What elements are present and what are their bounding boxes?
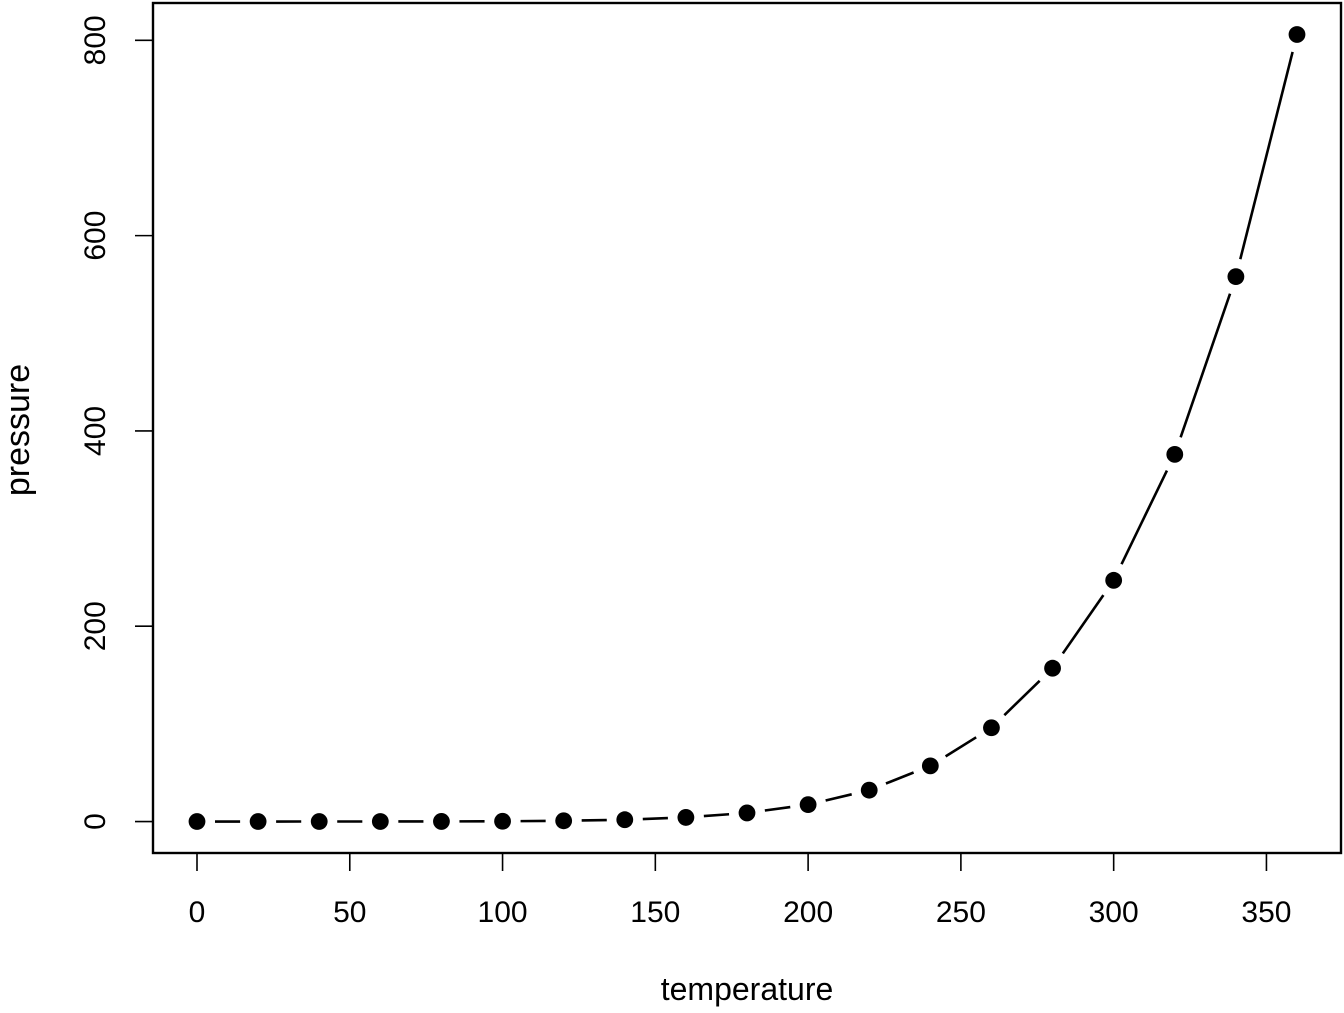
svg-text:pressure: pressure — [0, 364, 37, 496]
svg-text:0: 0 — [189, 896, 206, 929]
svg-text:600: 600 — [79, 211, 112, 261]
svg-text:0: 0 — [79, 813, 112, 830]
svg-text:400: 400 — [79, 406, 112, 456]
svg-text:temperature: temperature — [661, 971, 834, 1007]
svg-text:300: 300 — [1089, 896, 1139, 929]
svg-text:150: 150 — [630, 896, 680, 929]
svg-text:250: 250 — [936, 896, 986, 929]
svg-text:100: 100 — [478, 896, 528, 929]
svg-text:800: 800 — [79, 15, 112, 65]
svg-text:50: 50 — [333, 896, 366, 929]
svg-text:200: 200 — [783, 896, 833, 929]
svg-text:350: 350 — [1241, 896, 1291, 929]
svg-text:200: 200 — [79, 601, 112, 651]
